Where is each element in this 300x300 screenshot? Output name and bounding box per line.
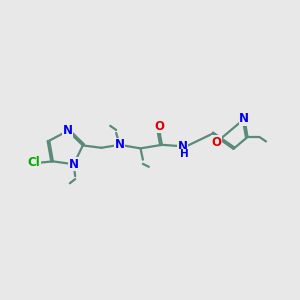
Text: Cl: Cl (27, 156, 40, 169)
Text: O: O (211, 136, 221, 149)
Text: N: N (63, 124, 73, 137)
Text: N: N (69, 158, 79, 171)
Text: N: N (115, 138, 125, 151)
Text: N: N (178, 140, 188, 153)
Text: H: H (179, 149, 188, 159)
Text: N: N (239, 112, 249, 125)
Text: O: O (154, 120, 164, 133)
